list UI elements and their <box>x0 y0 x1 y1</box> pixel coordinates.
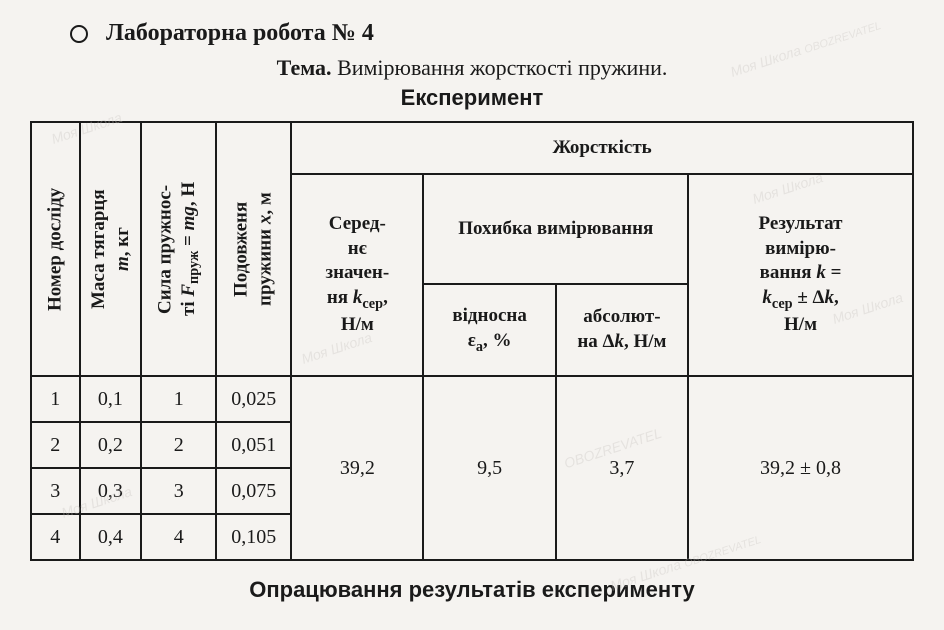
cell-n: 2 <box>31 422 80 468</box>
cell-x: 0,025 <box>216 376 291 422</box>
cell-abs: 3,7 <box>556 376 688 560</box>
cell-m: 0,2 <box>80 422 142 468</box>
cell-f: 1 <box>141 376 216 422</box>
cell-x: 0,051 <box>216 422 291 468</box>
cell-n: 4 <box>31 514 80 560</box>
col-num: Номер досліду <box>31 122 80 376</box>
table-row: 1 0,1 1 0,025 39,2 9,5 3,7 39,2 ± 0,8 <box>31 376 913 422</box>
lab-title: Лабораторна робота № 4 <box>70 20 914 47</box>
cell-x: 0,105 <box>216 514 291 560</box>
footer-heading: Опрацювання результатів експерименту <box>30 577 914 603</box>
col-mean: Серед-нєзначен-ня kсер,Н/м <box>291 174 423 376</box>
col-stiffness: Жорсткість <box>291 122 913 174</box>
bullet-circle <box>70 25 88 43</box>
col-abs: абсолют-на Δk, Н/м <box>556 284 688 376</box>
cell-m: 0,3 <box>80 468 142 514</box>
experiment-heading: Експеримент <box>30 85 914 111</box>
cell-n: 1 <box>31 376 80 422</box>
cell-f: 2 <box>141 422 216 468</box>
cell-m: 0,1 <box>80 376 142 422</box>
cell-result: 39,2 ± 0,8 <box>688 376 913 560</box>
theme-label: Тема. <box>277 55 332 80</box>
cell-f: 4 <box>141 514 216 560</box>
results-table: Номер досліду Маса тягарцяm, кг Сила пру… <box>30 121 914 561</box>
cell-n: 3 <box>31 468 80 514</box>
col-elong: Подовженяпружини x, м <box>216 122 291 376</box>
col-force: Сила пружнос-ті Fпруж = mg, Н <box>141 122 216 376</box>
cell-mean: 39,2 <box>291 376 423 560</box>
table-row: Номер досліду Маса тягарцяm, кг Сила пру… <box>31 122 913 174</box>
col-mass: Маса тягарцяm, кг <box>80 122 142 376</box>
cell-m: 0,4 <box>80 514 142 560</box>
col-result: Результатвимірю-вання k =kсер ± Δk,Н/м <box>688 174 913 376</box>
theme-line: Тема. Вимірювання жорсткості пружини. <box>30 55 914 81</box>
col-error: Похибка вимірювання <box>423 174 688 284</box>
col-rel: відноснаεа, % <box>423 284 555 376</box>
lab-title-text: Лабораторна робота № 4 <box>106 20 374 46</box>
theme-text: Вимірювання жорсткості пружини. <box>337 55 667 80</box>
cell-f: 3 <box>141 468 216 514</box>
cell-rel: 9,5 <box>423 376 555 560</box>
cell-x: 0,075 <box>216 468 291 514</box>
